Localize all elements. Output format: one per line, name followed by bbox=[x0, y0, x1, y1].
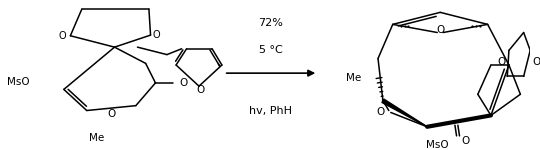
Text: O: O bbox=[59, 31, 66, 41]
Text: O: O bbox=[197, 85, 205, 95]
Text: O: O bbox=[498, 57, 506, 67]
Text: MsO: MsO bbox=[426, 140, 448, 150]
Text: O: O bbox=[107, 109, 116, 119]
Text: Me: Me bbox=[89, 133, 104, 143]
Text: O: O bbox=[462, 136, 470, 146]
Text: O: O bbox=[179, 78, 187, 88]
Text: hv, PhH: hv, PhH bbox=[249, 106, 293, 116]
Text: O: O bbox=[436, 25, 444, 35]
Text: 5 °C: 5 °C bbox=[259, 45, 283, 55]
Text: 72%: 72% bbox=[259, 18, 284, 28]
Text: O: O bbox=[152, 30, 160, 40]
Text: O: O bbox=[532, 57, 540, 67]
Text: MsO: MsO bbox=[7, 77, 30, 87]
Polygon shape bbox=[382, 99, 427, 127]
Text: Me: Me bbox=[346, 73, 361, 83]
Text: O: O bbox=[376, 108, 385, 117]
